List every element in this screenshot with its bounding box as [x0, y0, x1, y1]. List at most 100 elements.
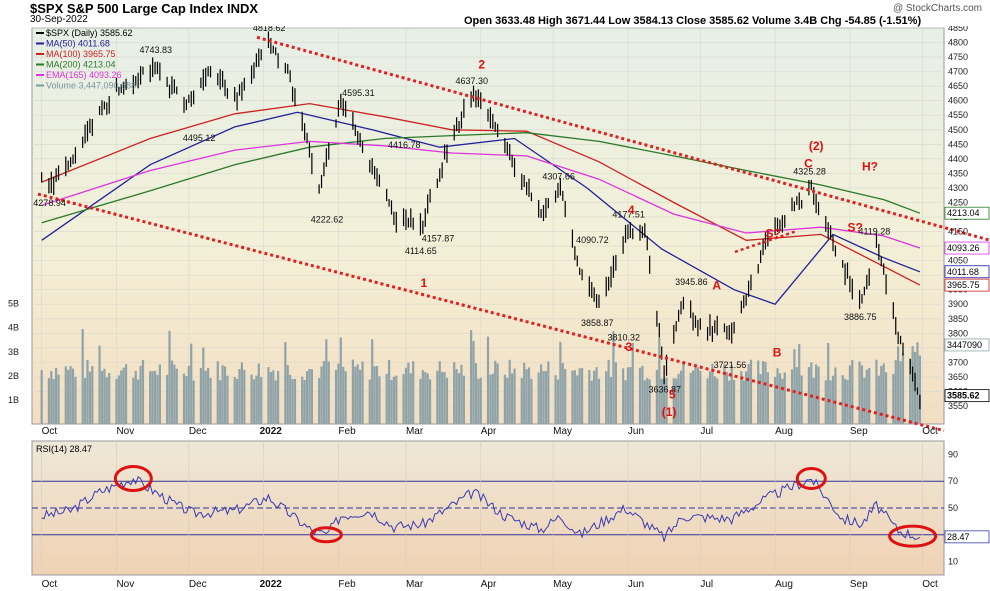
- volume-bar: [593, 370, 596, 424]
- price-point-label: 4637.30: [456, 76, 489, 86]
- volume-bar: [71, 368, 75, 424]
- volume-bar: [209, 377, 212, 424]
- volume-bar: [438, 361, 441, 424]
- volume-bar: [216, 361, 219, 424]
- volume-bar: [665, 377, 668, 424]
- volume-bar: [646, 378, 649, 424]
- volume-bar: [103, 368, 106, 424]
- volume-bar: [675, 378, 678, 424]
- ohlc-stats: Open 3633.48 High 3671.44 Low 3584.13 Cl…: [464, 15, 922, 27]
- volume-bar: [503, 374, 506, 424]
- volume-bar: [276, 370, 280, 424]
- volume-bar: [747, 364, 750, 424]
- volume-bar: [327, 361, 330, 424]
- volume-bar: [556, 379, 560, 424]
- volume-bar: [426, 373, 429, 424]
- volume-bar: [255, 375, 258, 424]
- volume-bar: [843, 378, 847, 424]
- volume-bar: [865, 369, 868, 424]
- volume-bar: [419, 378, 422, 424]
- volume-bar: [672, 378, 675, 424]
- price-point-label: 4495.12: [183, 133, 216, 143]
- volume-bar: [260, 377, 263, 424]
- price-tick-label: 3650: [948, 372, 968, 382]
- volume-bar: [424, 371, 427, 424]
- lower-trendline: [37, 192, 945, 433]
- x-tick-label: Aug: [775, 579, 793, 590]
- volume-bar: [243, 369, 246, 424]
- volume-bar: [641, 365, 644, 424]
- volume-bar: [55, 367, 58, 424]
- wave-label: 3: [626, 340, 633, 354]
- volume-bar: [192, 380, 195, 424]
- volume-bar: [301, 376, 304, 424]
- volume-bar: [831, 375, 835, 424]
- price-tick-label: 4150: [948, 227, 968, 237]
- price-tick-label: 3900: [948, 299, 968, 309]
- wave-label: S?: [847, 221, 862, 235]
- volume-bar: [679, 370, 683, 424]
- price-x-tick-label: Aug: [775, 426, 793, 436]
- volume-bar: [892, 373, 895, 424]
- legend-label: MA(50) 4011.68: [46, 39, 110, 49]
- rsi-highlight-circle: [795, 467, 827, 491]
- volume-bar: [829, 380, 832, 424]
- volume-bar: [660, 378, 663, 424]
- volume-bar: [781, 378, 784, 424]
- volume-bar: [320, 366, 323, 424]
- volume-bar: [643, 380, 646, 424]
- wave-label: S?: [765, 226, 780, 240]
- volume-tick-label: 4B: [8, 323, 19, 333]
- volume-bar: [494, 360, 497, 424]
- rsi-highlight-circle: [113, 465, 153, 493]
- volume-bar: [235, 378, 239, 424]
- volume-bar: [445, 377, 449, 424]
- rsi-highlight-circle: [309, 526, 343, 544]
- volume-bar: [573, 370, 576, 424]
- volume-bar: [421, 370, 424, 424]
- volume-bar: [909, 359, 912, 424]
- volume-tick-label: 2B: [8, 371, 19, 381]
- volume-bar: [395, 375, 398, 424]
- x-tick-label: Nov: [116, 579, 134, 590]
- volume-bar: [407, 362, 410, 424]
- volume-bar: [508, 359, 511, 424]
- volume-bar: [240, 362, 244, 424]
- volume-bar: [325, 339, 328, 424]
- price-point-label: 4416.78: [388, 140, 421, 150]
- volume-bar: [605, 371, 608, 424]
- volume-bar: [334, 369, 338, 424]
- volume-bar: [523, 362, 526, 424]
- x-tick-label: Sep: [850, 579, 868, 590]
- price-y-axis: 3550360036503700375038003850390039504000…: [8, 26, 990, 436]
- volume-bar: [916, 342, 919, 424]
- volume-bar: [339, 337, 342, 424]
- volume-bar: [612, 331, 615, 424]
- wave-label: (1): [662, 405, 677, 419]
- volume-bar: [190, 343, 193, 424]
- volume-bar: [223, 366, 227, 424]
- volume-bar: [547, 361, 550, 424]
- right-value-label: 4213.04: [947, 208, 980, 218]
- volume-bar: [564, 368, 567, 424]
- volume-bar: [491, 373, 494, 424]
- volume-bar: [711, 363, 714, 424]
- volume-bar: [800, 375, 803, 424]
- price-point-label: 3858.87: [581, 318, 614, 328]
- rsi-tick-label: 70: [948, 476, 958, 486]
- volume-bar: [402, 374, 405, 424]
- volume-bar: [115, 378, 118, 424]
- rsi-value-box: [944, 530, 990, 544]
- volume-bar: [810, 362, 813, 424]
- volume-bar: [578, 368, 581, 424]
- ma100-line: [41, 102, 921, 286]
- volume-bar: [173, 364, 176, 424]
- volume-bar: [841, 375, 844, 424]
- price-point-label: 3945.86: [675, 277, 708, 287]
- wave-label: (2): [809, 139, 824, 153]
- volume-bar: [74, 376, 77, 424]
- volume-tick-label: 3B: [8, 347, 19, 357]
- volume-bar: [626, 367, 630, 424]
- rsi-value-label: 28.47: [947, 532, 970, 542]
